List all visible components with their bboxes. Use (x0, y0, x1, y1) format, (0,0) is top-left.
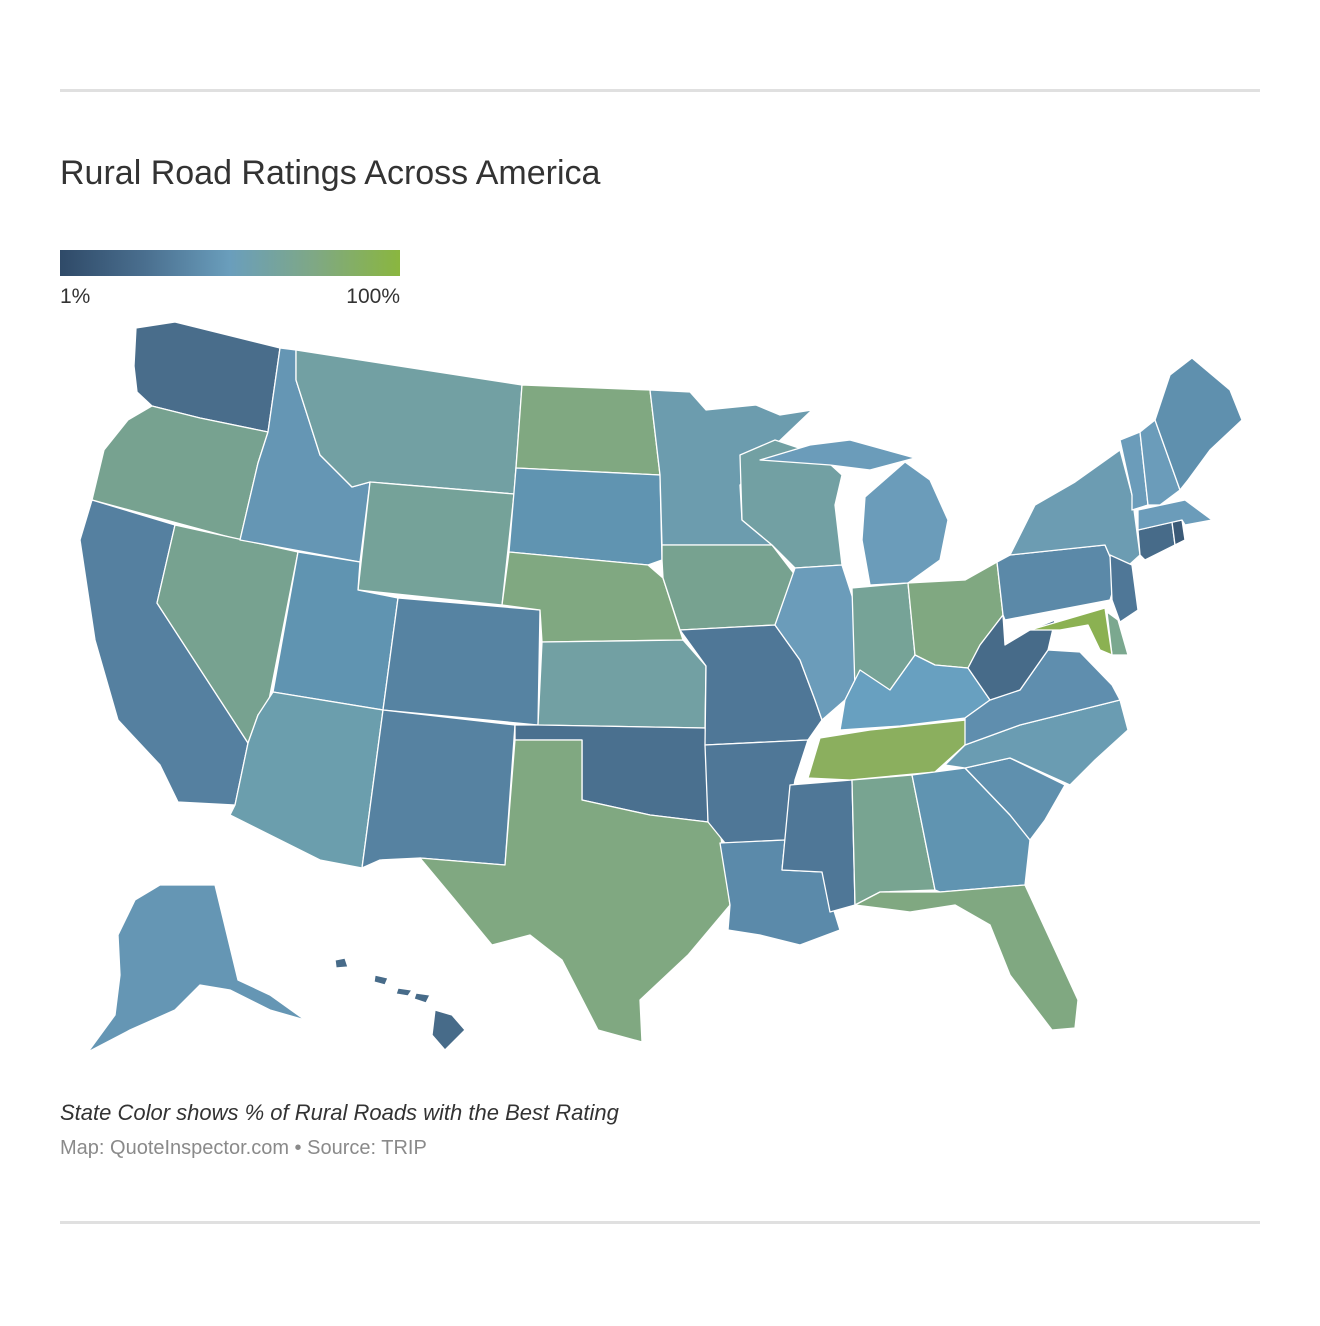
state-ri[interactable] (1171, 519, 1186, 546)
state-vt[interactable] (1119, 431, 1149, 511)
state-md[interactable] (1029, 607, 1113, 656)
state-nh[interactable] (1139, 419, 1181, 506)
state-wy[interactable] (357, 481, 515, 606)
source-credit: Map: QuoteInspector.com • Source: TRIP (60, 1137, 427, 1159)
state-nj[interactable] (1109, 554, 1139, 623)
map-description: State Color shows % of Rural Roads with … (60, 1100, 619, 1125)
state-mi[interactable] (759, 439, 949, 586)
map-title: Rural Road Ratings Across America (60, 154, 601, 192)
state-wv[interactable] (967, 614, 1056, 701)
state-pa[interactable] (996, 544, 1119, 621)
us-states-map (60, 315, 1260, 1060)
state-al[interactable] (851, 774, 936, 906)
legend-gradient-bar (60, 250, 400, 276)
state-co[interactable] (382, 597, 541, 726)
top-divider (60, 89, 1260, 92)
map-canvas (79, 321, 1243, 1053)
state-me[interactable] (1154, 357, 1243, 491)
legend-min-label: 1% (60, 285, 91, 308)
state-ma[interactable] (1137, 499, 1213, 531)
state-nm[interactable] (361, 709, 516, 869)
state-tx[interactable] (419, 739, 731, 1043)
state-hi[interactable] (334, 957, 466, 1051)
state-fl[interactable] (854, 884, 1079, 1031)
state-il[interactable] (774, 564, 861, 721)
bottom-divider (60, 1221, 1260, 1224)
state-sd[interactable] (508, 467, 663, 566)
state-ak[interactable] (87, 884, 306, 1053)
legend-max-label: 100% (346, 285, 400, 308)
state-wi[interactable] (739, 439, 843, 569)
color-legend: 1% 100% (60, 250, 400, 308)
state-ks[interactable] (537, 639, 707, 729)
state-ia[interactable] (661, 544, 796, 631)
state-nd[interactable] (515, 384, 661, 476)
